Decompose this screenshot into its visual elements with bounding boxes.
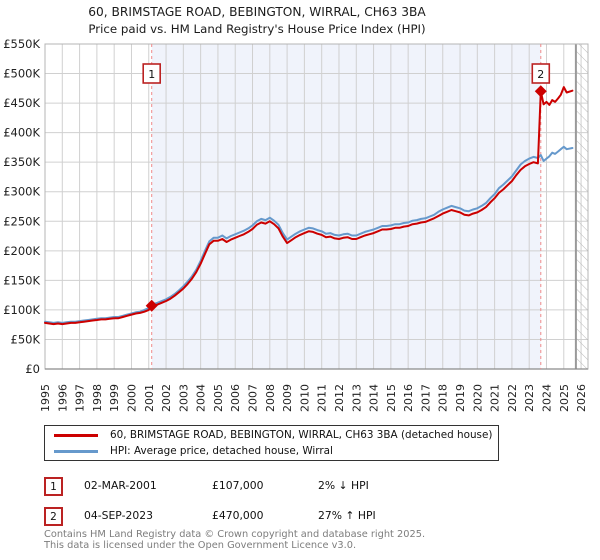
y-tick-label: £200K bbox=[3, 244, 40, 258]
page-subtitle: Price paid vs. HM Land Registry's House … bbox=[88, 22, 426, 36]
transaction-row: 1 02-MAR-2001 £107,000 2% ↓ HPI bbox=[0, 477, 600, 496]
x-tick-label: 2019 bbox=[454, 384, 467, 412]
x-tick-label: 2023 bbox=[523, 384, 536, 412]
transaction-hpi-delta: 27% ↑ HPI bbox=[318, 509, 376, 522]
x-tick-label: 2018 bbox=[437, 384, 450, 412]
legend-item: HPI: Average price, detached house, Wirr… bbox=[45, 443, 498, 459]
y-tick-label: £450K bbox=[3, 96, 40, 110]
x-tick-label: 2017 bbox=[419, 384, 432, 412]
y-tick-label: £500K bbox=[3, 67, 40, 81]
transaction-price: £107,000 bbox=[212, 479, 264, 492]
x-tick-label: 2026 bbox=[575, 384, 588, 412]
chart-legend: 60, BRIMSTAGE ROAD, BEBINGTON, WIRRAL, C… bbox=[44, 425, 499, 461]
ownership-period-shading bbox=[151, 44, 541, 369]
x-tick-label: 2015 bbox=[385, 384, 398, 412]
transaction-date: 02-MAR-2001 bbox=[84, 479, 157, 492]
x-tick-label: 2022 bbox=[506, 384, 519, 412]
y-tick-label: £400K bbox=[3, 126, 40, 140]
x-tick-label: 2001 bbox=[143, 384, 156, 412]
legend-item: 60, BRIMSTAGE ROAD, BEBINGTON, WIRRAL, C… bbox=[45, 427, 498, 443]
x-tick-label: 1995 bbox=[39, 384, 52, 412]
price-paid-line bbox=[44, 86, 574, 326]
x-tick-label: 2005 bbox=[212, 384, 225, 412]
sale-number-label: 2 bbox=[537, 68, 544, 81]
x-tick-label: 2013 bbox=[350, 384, 363, 412]
x-tick-label: 2010 bbox=[298, 384, 311, 412]
title-block: 60, BRIMSTAGE ROAD, BEBINGTON, WIRRAL, C… bbox=[0, 4, 514, 38]
y-tick-label: £0 bbox=[25, 362, 40, 376]
y-tick-label: £250K bbox=[3, 214, 40, 228]
x-tick-label: 2016 bbox=[402, 384, 415, 412]
x-tick-label: 2025 bbox=[558, 384, 571, 412]
x-tick-label: 2012 bbox=[333, 384, 346, 412]
legend-label: 60, BRIMSTAGE ROAD, BEBINGTON, WIRRAL, C… bbox=[110, 429, 493, 441]
x-tick-label: 2020 bbox=[471, 384, 484, 412]
x-tick-label: 1998 bbox=[91, 384, 104, 412]
y-tick-label: £350K bbox=[3, 155, 40, 169]
sale-number-label: 1 bbox=[148, 68, 155, 81]
x-tick-label: 2006 bbox=[229, 384, 242, 412]
x-tick-label: 1997 bbox=[74, 384, 87, 412]
x-tick-label: 2024 bbox=[540, 384, 553, 412]
x-tick-label: 2003 bbox=[177, 384, 190, 412]
transaction-row: 2 04-SEP-2023 £470,000 27% ↑ HPI bbox=[0, 507, 600, 526]
y-tick-label: £550K bbox=[3, 37, 40, 51]
x-tick-label: 1996 bbox=[56, 384, 69, 412]
y-tick-label: £300K bbox=[3, 185, 40, 199]
sale-point-marker bbox=[534, 85, 547, 98]
page-title: 60, BRIMSTAGE ROAD, BEBINGTON, WIRRAL, C… bbox=[88, 5, 426, 19]
x-tick-label: 2002 bbox=[160, 384, 173, 412]
transaction-date: 04-SEP-2023 bbox=[84, 509, 153, 522]
x-tick-label: 2004 bbox=[195, 384, 208, 412]
no-data-hatch-region bbox=[575, 44, 588, 369]
footer-copyright: Contains HM Land Registry data © Crown c… bbox=[44, 529, 426, 540]
x-tick-label: 2011 bbox=[316, 384, 329, 412]
transaction-number-badge: 1 bbox=[44, 477, 63, 496]
y-tick-label: £150K bbox=[3, 273, 40, 287]
x-tick-label: 2008 bbox=[264, 384, 277, 412]
x-tick-label: 2021 bbox=[489, 384, 502, 412]
x-tick-label: 2009 bbox=[281, 384, 294, 412]
footer-licence: This data is licensed under the Open Gov… bbox=[44, 540, 357, 551]
y-tick-label: £100K bbox=[3, 303, 40, 317]
transaction-hpi-delta: 2% ↓ HPI bbox=[318, 479, 369, 492]
legend-line-swatch bbox=[54, 449, 98, 453]
transaction-price: £470,000 bbox=[212, 509, 264, 522]
legend-line-swatch bbox=[54, 433, 98, 437]
hpi-line bbox=[44, 145, 574, 324]
sale-number-box bbox=[142, 63, 161, 84]
x-tick-label: 2007 bbox=[247, 384, 260, 412]
sale-number-box bbox=[531, 63, 551, 84]
sale-point-marker bbox=[145, 299, 158, 312]
x-tick-label: 2000 bbox=[125, 384, 138, 412]
y-tick-label: £50K bbox=[11, 332, 41, 346]
price-history-chart: 1 2 £0 £50K £100K £150K £200K £250K £300K £350K £4… bbox=[3, 37, 589, 412]
transaction-number-badge: 2 bbox=[44, 507, 63, 526]
x-tick-label: 1999 bbox=[108, 384, 121, 412]
legend-label: HPI: Average price, detached house, Wirr… bbox=[110, 445, 333, 457]
x-tick-label: 2014 bbox=[368, 384, 381, 412]
